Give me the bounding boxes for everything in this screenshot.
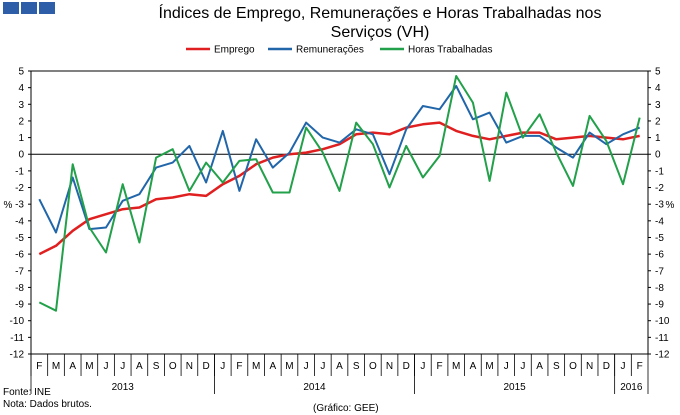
y-tick-label-right: -3 [655, 200, 664, 211]
y-tick-label-left: -7 [15, 266, 24, 277]
y-axis-label-right: % [666, 200, 675, 211]
y-tick-label-right: -10 [655, 316, 670, 327]
y-tick-label-left: -10 [10, 316, 25, 327]
brand-square-3 [39, 2, 55, 14]
x-tick-label: N [386, 361, 393, 372]
y-tick-label-left: -1 [15, 166, 24, 177]
y-tick-label-left: 4 [18, 83, 24, 94]
y-tick-label-left: -4 [15, 216, 24, 227]
x-tick-label: A [470, 361, 477, 372]
y-tick-label-right: -8 [655, 283, 664, 294]
x-tick-label: A [536, 361, 543, 372]
y-tick-label-left: 0 [18, 150, 24, 161]
x-tick-label: F [236, 361, 242, 372]
source-note: Fonte: INE [3, 387, 51, 398]
chart-title-line1: Índices de Emprego, Remunerações e Horas… [158, 5, 602, 22]
x-year-label: 2016 [620, 382, 643, 393]
x-year-label: 2015 [503, 382, 526, 393]
x-tick-label: D [403, 361, 410, 372]
x-tick-label: J [220, 361, 225, 372]
brand-square-2 [21, 2, 37, 14]
y-tick-label-right: 0 [655, 150, 661, 161]
x-tick-label: M [85, 361, 93, 372]
y-tick-label-left: -2 [15, 183, 24, 194]
legend-label: Remunerações [296, 45, 364, 56]
y-tick-label-right: -4 [655, 216, 664, 227]
x-tick-label: M [452, 361, 460, 372]
y-tick-label-right: 5 [655, 67, 661, 78]
y-tick-label-right: -9 [655, 300, 664, 311]
x-tick-label: J [420, 361, 425, 372]
y-tick-label-right: 1 [655, 133, 661, 144]
x-tick-label: M [52, 361, 60, 372]
y-tick-label-right: 4 [655, 83, 661, 94]
x-tick-label: S [153, 361, 160, 372]
y-tick-label-left: -6 [15, 250, 24, 261]
x-tick-label: J [304, 361, 309, 372]
series-line-horas-trabalhadas [38, 75, 641, 312]
x-tick-label: N [186, 361, 193, 372]
x-tick-label: M [252, 361, 260, 372]
y-tick-label-left: 5 [18, 67, 24, 78]
x-year-label: 2014 [303, 382, 326, 393]
x-tick-label: S [353, 361, 360, 372]
x-tick-label: N [586, 361, 593, 372]
y-tick-label-left: -12 [10, 350, 25, 361]
x-tick-label: A [269, 361, 276, 372]
y-tick-label-left: -5 [15, 233, 24, 244]
y-tick-label-left: -8 [15, 283, 24, 294]
y-tick-label-right: -5 [655, 233, 664, 244]
x-tick-label: A [136, 361, 143, 372]
y-tick-label-right: 3 [655, 100, 661, 111]
x-tick-label: F [36, 361, 42, 372]
y-tick-label-left: 1 [18, 133, 24, 144]
x-tick-label: A [69, 361, 76, 372]
x-tick-label: J [520, 361, 525, 372]
x-tick-label: O [369, 361, 377, 372]
y-tick-label-left: -11 [10, 333, 24, 344]
x-tick-label: A [336, 361, 343, 372]
x-tick-label: D [202, 361, 209, 372]
x-tick-label: J [120, 361, 125, 372]
x-tick-label: M [485, 361, 493, 372]
x-tick-label: O [169, 361, 177, 372]
x-tick-label: F [436, 361, 442, 372]
y-tick-label-left: 3 [18, 100, 24, 111]
chart-title-line2: Serviços (VH) [330, 24, 430, 41]
data-note: Nota: Dados brutos. [3, 399, 92, 410]
y-axis-label-left: % [4, 200, 13, 211]
y-tick-label-right: -12 [655, 350, 670, 361]
y-tick-label-left: -3 [15, 200, 24, 211]
y-tick-label-right: -6 [655, 250, 664, 261]
brand-square-1 [3, 2, 19, 14]
x-tick-label: M [285, 361, 293, 372]
x-tick-label: J [104, 361, 109, 372]
series-line-remuneracoes [38, 85, 641, 234]
y-tick-label-right: -2 [655, 183, 664, 194]
y-tick-label-right: 2 [655, 116, 661, 127]
plot-frame [30, 70, 649, 355]
x-year-label: 2013 [112, 382, 135, 393]
x-tick-label: J [504, 361, 509, 372]
y-tick-label-left: 2 [18, 116, 24, 127]
chart-title: Índices de Emprego, Remunerações e Horas… [130, 4, 630, 42]
y-tick-label-right: -7 [655, 266, 664, 277]
series-line-emprego [38, 121, 640, 256]
y-tick-label-left: -9 [15, 300, 24, 311]
x-tick-label: D [603, 361, 610, 372]
x-tick-label: O [569, 361, 577, 372]
legend-label: Emprego [214, 45, 255, 56]
y-tick-label-right: -11 [655, 333, 669, 344]
x-tick-label: F [637, 361, 643, 372]
x-tick-label: J [620, 361, 625, 372]
x-tick-label: J [320, 361, 325, 372]
x-tick-label: S [553, 361, 560, 372]
graph-credit: (Gráfico: GEE) [313, 403, 379, 414]
legend-label: Horas Trabalhadas [408, 45, 493, 56]
y-tick-label-right: -1 [655, 166, 664, 177]
